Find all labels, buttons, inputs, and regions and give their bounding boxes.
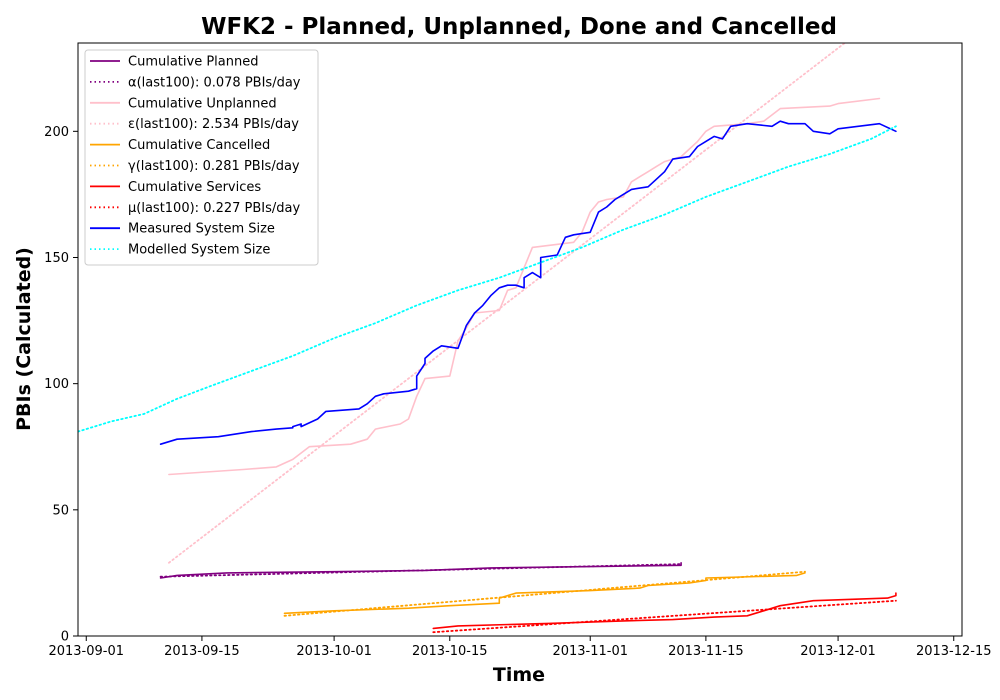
- series-line-6: [283, 570, 806, 617]
- y-tick-label: 50: [52, 503, 69, 518]
- x-tick-label: 2013-10-01: [296, 644, 372, 659]
- plot-frame: [77, 42, 963, 637]
- series-line-9: [159, 120, 897, 446]
- x-tick-label: 2013-09-15: [164, 644, 240, 659]
- x-tick-label: 2013-10-15: [412, 644, 488, 659]
- series-line-2: [159, 563, 682, 578]
- legend-entry-6: γ(last100): 0.281 PBIs/day: [128, 159, 300, 174]
- y-tick-label: 150: [44, 251, 69, 266]
- legend-entry-7: Cumulative Services: [128, 180, 261, 195]
- x-axis: 2013-09-01 2013-09-15 2013-10-01 2013-10-15…: [48, 636, 992, 659]
- legend-entry-9: Measured System Size: [128, 222, 275, 237]
- y-axis: 0 50 100 150 200: [44, 125, 78, 645]
- legend-entry-8: μ(last100): 0.227 PBIs/day: [128, 201, 300, 216]
- legend-entry-5: Cumulative Cancelled: [128, 138, 270, 153]
- series-line-10: [78, 125, 897, 433]
- legend-entry-2: α(last100): 0.078 PBIs/day: [128, 75, 301, 90]
- x-tick-label: 2013-11-15: [668, 644, 744, 659]
- series-layer: [78, 43, 897, 634]
- series-line-3: [168, 97, 881, 476]
- series-line-4: [167, 43, 847, 564]
- series-line-1: [159, 561, 682, 579]
- x-tick-label: 2013-09-01: [48, 644, 124, 659]
- legend-entry-1: Cumulative Planned: [128, 55, 258, 70]
- series-line-8: [432, 599, 897, 634]
- legend: Cumulative Planned α(last100): 0.078 PBIs…: [84, 49, 319, 266]
- y-tick-label: 200: [44, 125, 69, 140]
- x-tick-label: 2013-12-15: [916, 644, 992, 659]
- legend-entry-10: Modelled System Size: [128, 243, 270, 258]
- x-tick-label: 2013-12-01: [800, 644, 876, 659]
- legend-entry-3: Cumulative Unplanned: [128, 96, 277, 111]
- y-tick-label: 0: [61, 630, 69, 645]
- series-line-7: [432, 592, 897, 630]
- x-tick-label: 2013-11-01: [552, 644, 628, 659]
- x-axis-label: Time: [493, 664, 545, 686]
- y-axis-label: PBIs (Calculated): [13, 247, 35, 431]
- chart-title: WFK2 - Planned, Unplanned, Done and Canc…: [201, 14, 837, 40]
- y-tick-label: 100: [44, 377, 69, 392]
- legend-box: [84, 49, 319, 266]
- legend-entry-4: ε(last100): 2.534 PBIs/day: [128, 117, 299, 132]
